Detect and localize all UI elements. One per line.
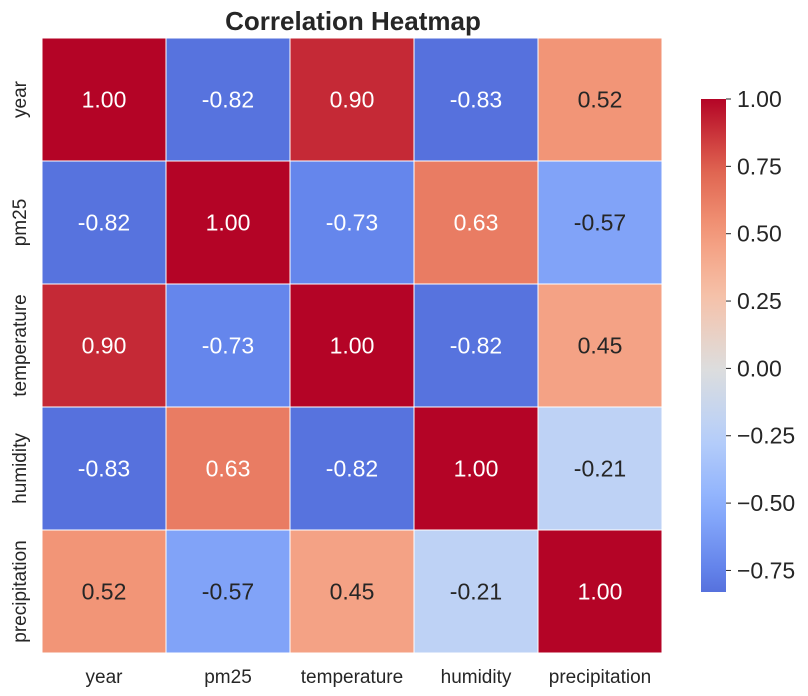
cell-value-label: -0.21	[450, 579, 502, 605]
colorbar-tick-label: 0.50	[737, 221, 782, 247]
heatmap-cell-pm25-temperature	[289, 160, 415, 285]
cell-value-label: -0.82	[202, 87, 254, 113]
cell-value-label: -0.73	[326, 210, 378, 236]
x-tick-labels: year pm25 temperature humidity precipitation	[86, 667, 652, 688]
heatmap-cell-precipitation-pm25	[165, 529, 291, 654]
y-tick-label: precipitation	[10, 540, 31, 642]
cell-value-label: 0.63	[206, 456, 251, 482]
heatmap-cell-precipitation-temperature	[289, 529, 415, 654]
cell-value-label: -0.82	[78, 210, 130, 236]
heatmap-cell-year-temperature	[289, 37, 415, 162]
heatmap-cell-precipitation-year	[41, 529, 167, 654]
cell-value-label: -0.21	[574, 456, 626, 482]
heatmap-cell-year-humidity	[413, 37, 539, 162]
heatmap-cell-pm25-year	[41, 160, 167, 285]
cell-value-label: 0.45	[578, 333, 623, 359]
colorbar-gradient	[701, 99, 726, 592]
colorbar-tick-label: 0.00	[737, 355, 782, 381]
x-tick-label: year	[86, 667, 124, 688]
heatmap-cell-humidity-temperature	[289, 406, 415, 531]
cell-value-label: 1.00	[206, 210, 251, 236]
cell-value-label: 1.00	[330, 333, 375, 359]
heatmap-cell-temperature-temperature	[289, 283, 415, 408]
heatmap-cell-year-pm25	[165, 37, 291, 162]
heatmap-cells: 1.00 -0.82 0.90 -0.83 0.52 -0.82 1.00 -0.73 0.63…	[41, 37, 663, 654]
cell-value-label: 0.52	[82, 579, 127, 605]
y-tick-label: year	[10, 80, 31, 118]
chart-title: Correlation Heatmap	[225, 6, 481, 36]
cell-value-label: -0.82	[450, 333, 502, 359]
colorbar-tick-label: −0.50	[737, 490, 795, 516]
x-tick-label: temperature	[301, 667, 403, 688]
y-tick-label: humidity	[10, 433, 31, 504]
cell-value-label: 1.00	[82, 87, 127, 113]
heatmap-cell-humidity-humidity	[413, 406, 539, 531]
cell-value-label: -0.83	[450, 87, 502, 113]
heatmap-cell-precipitation-precipitation	[537, 529, 663, 654]
cell-value-label: 1.00	[454, 456, 499, 482]
cell-value-label: 0.63	[454, 210, 499, 236]
heatmap-cell-temperature-precipitation	[537, 283, 663, 408]
x-tick-label: pm25	[204, 667, 252, 688]
colorbar-tick-label: 0.25	[737, 288, 782, 314]
cell-value-label: 0.52	[578, 87, 623, 113]
cell-value-label: 0.45	[330, 579, 375, 605]
cell-value-label: 0.90	[82, 333, 127, 359]
cell-value-label: 1.00	[578, 579, 623, 605]
heatmap-cell-year-year	[41, 37, 167, 162]
heatmap-cell-temperature-humidity	[413, 283, 539, 408]
heatmap-cell-temperature-pm25	[165, 283, 291, 408]
heatmap-cell-year-precipitation	[537, 37, 663, 162]
colorbar-tick-label: 1.00	[737, 86, 782, 112]
colorbar-tick-label: −0.75	[737, 557, 795, 583]
heatmap-cell-pm25-precipitation	[537, 160, 663, 285]
y-tick-labels: year pm25 temperature humidity precipitation	[10, 80, 31, 642]
heatmap-cell-humidity-year	[41, 406, 167, 531]
heatmap-cell-humidity-precipitation	[537, 406, 663, 531]
x-tick-label: humidity	[441, 667, 512, 688]
cell-value-label: -0.83	[78, 456, 130, 482]
colorbar-tick-label: −0.25	[737, 423, 795, 449]
heatmap-cell-humidity-pm25	[165, 406, 291, 531]
cell-value-label: -0.57	[574, 210, 626, 236]
cell-value-label: -0.82	[326, 456, 378, 482]
cell-value-label: 0.90	[330, 87, 375, 113]
colorbar: 1.00 0.75 0.50 0.25 0.00 −0.25 −0.50 −0.75	[701, 86, 795, 592]
x-tick-label: precipitation	[549, 667, 651, 688]
cell-value-label: -0.73	[202, 333, 254, 359]
y-tick-label: pm25	[10, 199, 31, 247]
colorbar-tick-label: 0.75	[737, 153, 782, 179]
y-tick-label: temperature	[10, 294, 31, 396]
cell-value-label: -0.57	[202, 579, 254, 605]
